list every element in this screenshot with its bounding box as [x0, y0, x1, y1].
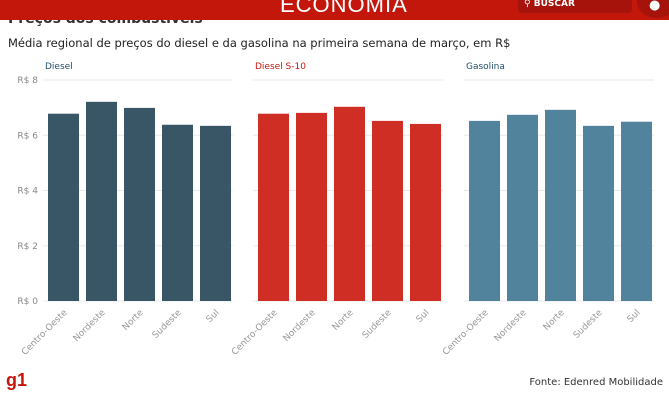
x-tick-label: Sul [626, 308, 643, 325]
g1-logo[interactable]: g1 [6, 370, 28, 390]
bar-sudeste [583, 125, 614, 301]
search-icon: ⚲ [524, 0, 534, 9]
bar-nordeste [296, 112, 327, 301]
search-button[interactable]: ⚲ BUSCAR [518, 0, 632, 13]
y-tick-label: R$ 2 [17, 242, 38, 252]
x-tick-label: Nordeste [493, 308, 529, 344]
section-title[interactable]: ECONOMIA [280, 0, 408, 17]
source-note: Fonte: Edenred Mobilidade [529, 377, 663, 388]
y-tick-label: R$ 8 [17, 76, 38, 86]
bar-norte [334, 106, 365, 301]
bar-sul [410, 123, 441, 301]
user-icon[interactable]: ● [637, 0, 669, 18]
x-tick-label: Nordeste [72, 308, 108, 344]
search-label: BUSCAR [533, 0, 575, 9]
bar-sudeste [372, 120, 403, 301]
panel-title: Gasolina [466, 62, 505, 72]
bar-centro-oeste [258, 113, 289, 301]
y-tick-label: R$ 0 [17, 297, 38, 307]
bar-centro-oeste [469, 120, 500, 301]
x-tick-label: Sudeste [572, 308, 605, 341]
bar-sul [621, 121, 652, 302]
x-tick-label: Norte [331, 308, 356, 333]
x-tick-label: Norte [121, 308, 146, 333]
x-tick-label: Centro-Oeste [230, 308, 280, 358]
x-tick-label: Sudeste [151, 308, 184, 341]
panel-title: Diesel S-10 [255, 62, 306, 72]
x-tick-label: Sudeste [361, 308, 394, 341]
bar-norte [545, 109, 576, 302]
chart-title: Preços dos combustíveis [8, 20, 203, 27]
x-tick-label: Centro-Oeste [441, 308, 491, 358]
x-tick-label: Sul [415, 308, 432, 325]
x-tick-label: Norte [542, 308, 567, 333]
chart-subtitle: Média regional de preços do diesel e da … [8, 36, 511, 50]
x-tick-label: Nordeste [282, 308, 318, 344]
bar-norte [124, 107, 155, 302]
x-tick-label: Centro-Oeste [20, 308, 70, 358]
top-bar: ECONOMIA ⚲ BUSCAR ● [0, 0, 669, 20]
x-tick-label: Sul [205, 308, 222, 325]
panel-title: Diesel [45, 62, 73, 72]
bar-centro-oeste [48, 113, 79, 301]
bar-nordeste [507, 114, 538, 302]
bar-sudeste [162, 124, 193, 301]
y-tick-label: R$ 4 [17, 187, 38, 197]
bar-nordeste [86, 101, 117, 301]
y-tick-label: R$ 6 [17, 131, 38, 141]
bar-sul [200, 125, 231, 301]
